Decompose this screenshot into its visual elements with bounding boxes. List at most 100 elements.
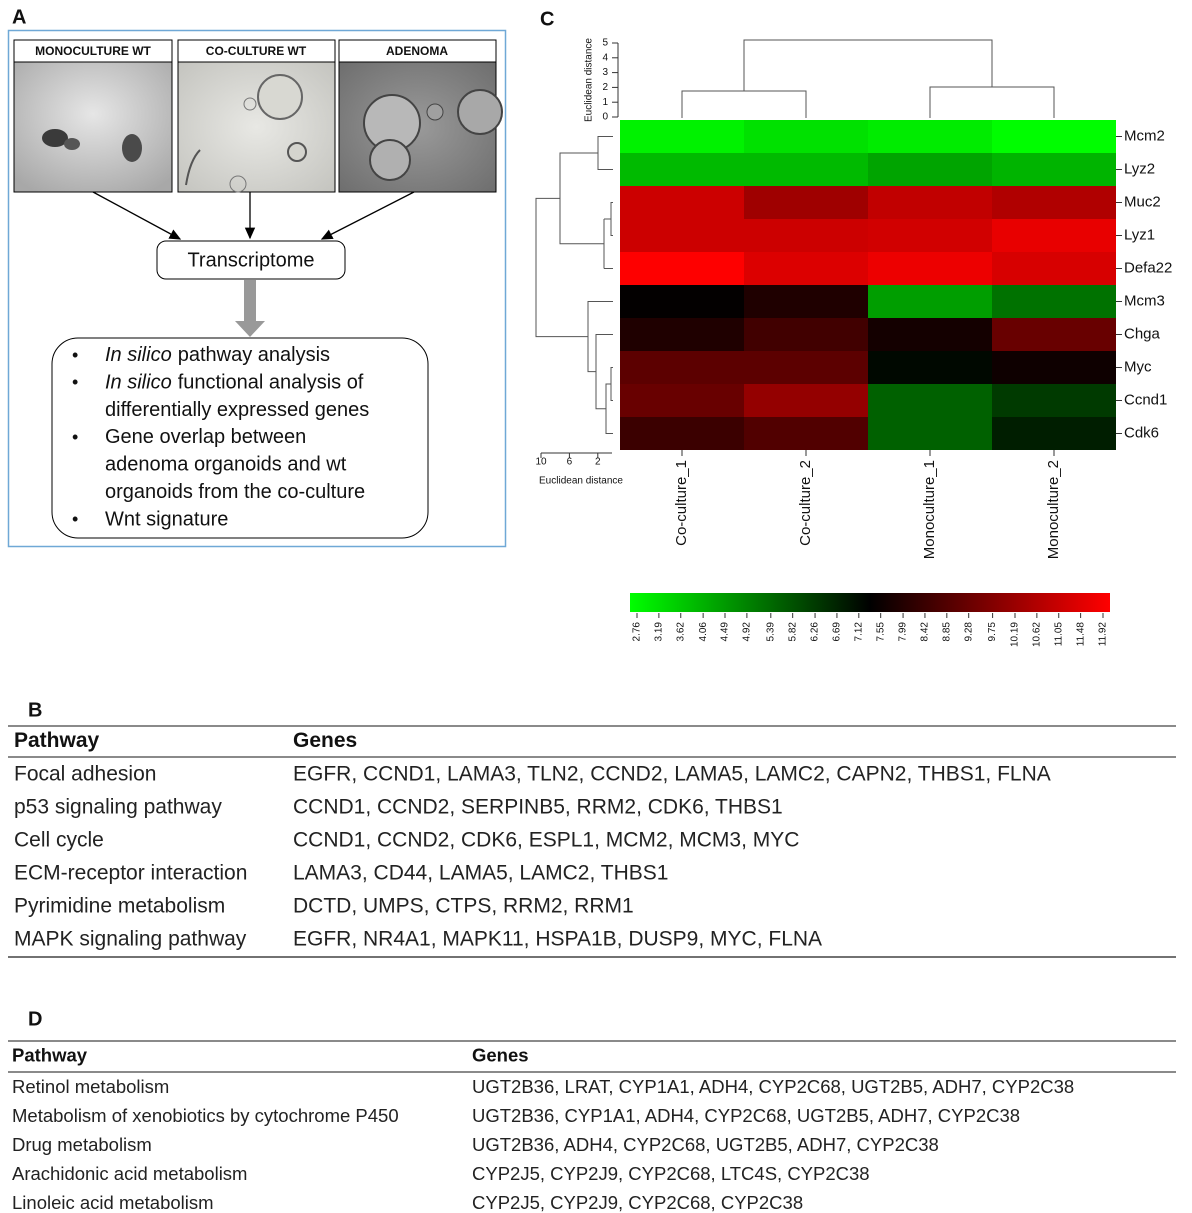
col-label: Monoculture_2 xyxy=(1045,460,1062,559)
heat-cell xyxy=(992,417,1116,450)
heat-cell xyxy=(744,285,868,318)
panel-letter: C xyxy=(540,8,554,30)
colorbar-tick-label: 9.28 xyxy=(963,622,974,642)
colorbar-tick-label: 10.19 xyxy=(1010,622,1021,647)
colorbar-tick-label: 3.62 xyxy=(675,622,686,642)
row-label: Mcm3 xyxy=(1124,292,1165,309)
heat-cell xyxy=(744,120,868,153)
heat-cell xyxy=(620,219,744,252)
heat-cell xyxy=(620,351,744,384)
dendro-axis-label: Euclidean distance xyxy=(539,476,623,487)
heat-cell xyxy=(992,120,1116,153)
bullet-dot: • xyxy=(72,372,78,392)
heat-cell xyxy=(868,417,992,450)
bullet-line: Gene overlap between xyxy=(105,426,306,448)
heat-cell xyxy=(620,153,744,186)
row-label: Chga xyxy=(1124,325,1161,342)
table-cell: UGT2B36, LRAT, CYP1A1, ADH4, CYP2C68, UG… xyxy=(472,1076,1074,1097)
dendro-tick-label: 5 xyxy=(602,38,608,49)
heat-cell xyxy=(992,384,1116,417)
colorbar-tick-label: 11.05 xyxy=(1053,622,1064,647)
table-cell: Focal adhesion xyxy=(14,763,156,786)
down-arrow xyxy=(244,280,256,322)
bullet-line: Wnt signature xyxy=(105,509,228,531)
table-header: Pathway xyxy=(12,1044,88,1065)
dendro-tick-label: 1 xyxy=(602,97,608,108)
dendro-tick-label: 2 xyxy=(602,82,608,93)
heat-cell xyxy=(868,351,992,384)
bullet-dot: • xyxy=(72,509,78,529)
heat-cell xyxy=(868,153,992,186)
colorbar-tick-label: 7.12 xyxy=(853,622,864,642)
heat-cell xyxy=(868,252,992,285)
table-cell: Linoleic acid metabolism xyxy=(12,1192,214,1213)
dendro-tick-label: 3 xyxy=(602,67,608,78)
bullet-text: pathway analysis xyxy=(178,344,330,366)
table-cell: Arachidonic acid metabolism xyxy=(12,1163,247,1184)
image-header: CO-CULTURE WT xyxy=(206,44,307,58)
hub-label: Transcriptome xyxy=(187,249,314,271)
heat-cell xyxy=(992,153,1116,186)
heat-cell xyxy=(620,318,744,351)
table-cell: CYP2J5, CYP2J9, CYP2C68, CYP2C38 xyxy=(472,1192,803,1213)
bullet-text: functional analysis of xyxy=(178,372,364,394)
table-cell: Pyrimidine metabolism xyxy=(14,895,225,918)
heat-cell xyxy=(992,186,1116,219)
bullet-text: Gene overlap between xyxy=(105,426,306,448)
table-cell: Cell cycle xyxy=(14,829,104,852)
down-arrow-head xyxy=(235,321,265,337)
colorbar-tick-label: 11.48 xyxy=(1075,622,1086,647)
heat-cell xyxy=(744,153,868,186)
row-label: Lyz1 xyxy=(1124,226,1155,243)
row-label: Defa22 xyxy=(1124,259,1172,276)
table-cell: EGFR, CCND1, LAMA3, TLN2, CCND2, LAMA5, … xyxy=(293,763,1051,786)
table-cell: CCND1, CCND2, CDK6, ESPL1, MCM2, MCM3, M… xyxy=(293,829,799,852)
heat-cell xyxy=(620,417,744,450)
dendro-tick-label: 2 xyxy=(595,457,601,468)
dendro-axis-label: Euclidean distance xyxy=(584,38,595,122)
heat-cell xyxy=(868,219,992,252)
heat-cell xyxy=(744,186,868,219)
col-label: Co-culture_2 xyxy=(797,460,814,546)
image-header: MONOCULTURE WT xyxy=(35,44,151,58)
col-label: Monoculture_1 xyxy=(921,460,938,559)
table-header: Pathway xyxy=(14,729,100,752)
heat-cell xyxy=(744,252,868,285)
dendro-tick-label: 10 xyxy=(535,457,547,468)
row-label: Lyz2 xyxy=(1124,160,1155,177)
table-cell: DCTD, UMPS, CTPS, RRM2, RRM1 xyxy=(293,895,634,918)
colorbar xyxy=(630,593,1110,612)
bullet-italic: In silico xyxy=(105,344,172,366)
colorbar-tick-label: 3.19 xyxy=(654,622,665,642)
heat-cell xyxy=(744,351,868,384)
bullet-text: differentially expressed genes xyxy=(105,399,369,421)
colorbar-tick-label: 8.42 xyxy=(920,622,931,642)
bullet-dot: • xyxy=(72,345,78,365)
colorbar-tick-label: 5.82 xyxy=(787,622,798,642)
heat-cell xyxy=(992,252,1116,285)
col-label: Co-culture_1 xyxy=(673,460,690,546)
table-b: PathwayGenesFocal adhesionEGFR, CCND1, L… xyxy=(8,726,1176,957)
heat-cell xyxy=(992,318,1116,351)
table-cell: EGFR, NR4A1, MAPK11, HSPA1B, DUSP9, MYC,… xyxy=(293,928,822,951)
colorbar-tick-label: 2.76 xyxy=(632,622,643,642)
bullet-dot: • xyxy=(72,427,78,447)
heat-cell xyxy=(992,351,1116,384)
table-header: Genes xyxy=(472,1044,529,1065)
table-cell: UGT2B36, ADH4, CYP2C68, UGT2B5, ADH7, CY… xyxy=(472,1134,939,1155)
heat-cell xyxy=(620,252,744,285)
row-label: Ccnd1 xyxy=(1124,391,1167,408)
row-label: Mcm2 xyxy=(1124,127,1165,144)
table-cell: Drug metabolism xyxy=(12,1134,152,1155)
page: A C B D Transcriptome •In silicopathway … xyxy=(0,0,1192,1213)
heat-cell xyxy=(620,285,744,318)
heat-cell xyxy=(744,417,868,450)
panel-letter: A xyxy=(12,6,26,28)
figure: A C B D Transcriptome •In silicopathway … xyxy=(0,0,1192,1213)
bullet-text: Wnt signature xyxy=(105,509,228,531)
colorbar-tick-label: 4.49 xyxy=(720,622,731,642)
colorbar-tick-label: 6.69 xyxy=(832,622,843,642)
colorbar-tick-label: 4.92 xyxy=(742,622,753,642)
image-panels xyxy=(14,40,502,192)
heat-cell xyxy=(744,219,868,252)
